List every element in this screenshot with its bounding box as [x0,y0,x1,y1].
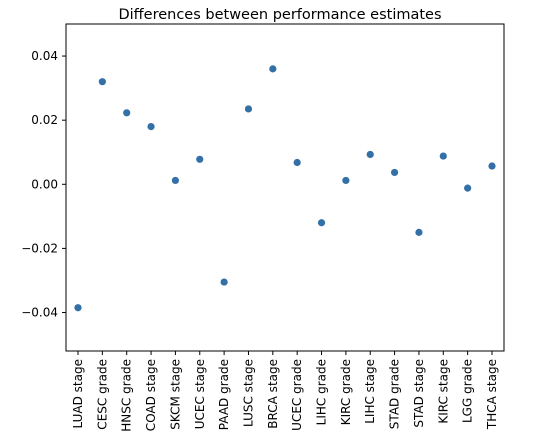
x-tick-label: LUSC stage [241,359,255,427]
data-point [317,219,326,227]
chart-title: Differences between performance estimate… [118,7,441,23]
x-tick-label: STAD grade [388,359,402,429]
x-tick-label: UCEC grade [290,359,304,431]
x-tick-label: SKCM stage [168,359,182,430]
data-point [244,105,253,113]
x-tick-label: COAD stage [144,359,158,431]
y-tick-label: 0.04 [31,49,58,63]
x-tick-label: LIHC stage [363,359,377,424]
data-point [390,168,399,177]
data-point [464,184,472,192]
y-tick-label: 0.00 [31,177,58,191]
x-tick-label: KIRC grade [339,359,353,425]
data-points [74,65,496,312]
data-point [415,228,423,236]
x-tick-label: LUAD stage [71,359,85,428]
y-tick-label: −0.02 [21,241,58,255]
data-point [439,152,447,160]
x-tick-label: KIRC stage [436,359,450,424]
x-tick-label: LGG grade [461,359,475,423]
y-tick-label: −0.04 [21,306,58,320]
x-tick-label: BRCA stage [266,359,280,429]
data-point [74,304,82,312]
x-tick-label: HNSC grade [120,359,134,432]
data-point [171,176,180,185]
plot-area-frame [65,23,505,352]
x-tick-label: CESC grade [95,359,109,430]
data-point [147,122,155,131]
x-tick-label: LIHC grade [315,359,329,425]
data-point [269,65,277,73]
data-point [123,109,131,117]
data-point [196,155,204,163]
data-point [293,158,301,167]
data-point [366,150,374,159]
y-tick-label: 0.02 [31,113,58,127]
data-point [98,78,106,86]
x-tick-label: UCEC stage [193,359,207,429]
data-point [220,278,228,286]
data-point [488,162,496,170]
x-tick-label: THCA stage [485,359,499,430]
y-axis: −0.04 −0.02 0.00 0.02 0.04 [21,49,66,320]
data-point [342,176,350,185]
x-axis: LUAD stage CESC grade HNSC grade COAD stage… [71,351,499,432]
x-tick-label: PAAD grade [217,359,231,430]
x-tick-label: STAD stage [412,359,426,428]
